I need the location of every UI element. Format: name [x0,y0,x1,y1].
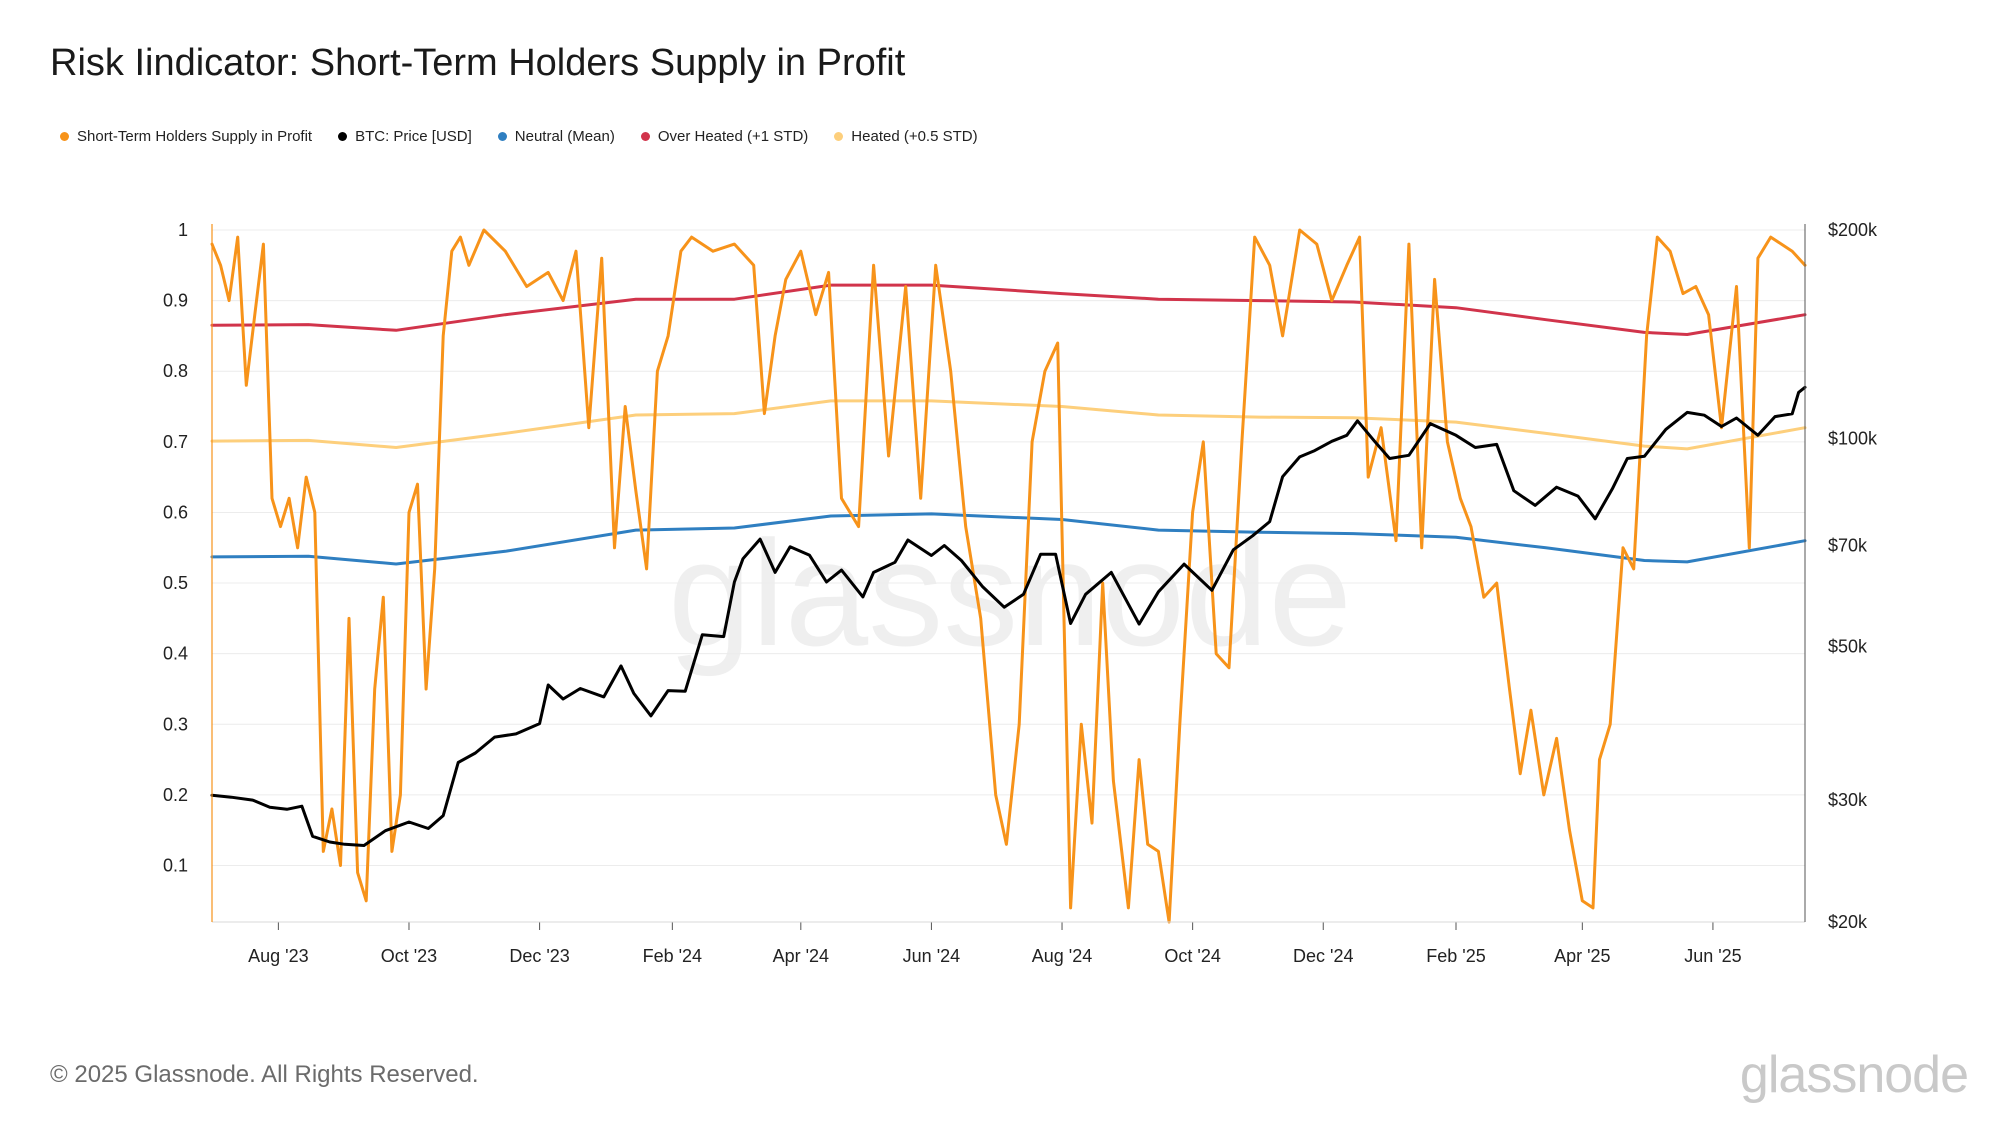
x-tick-label: Oct '23 [381,946,437,966]
x-tick-label: Aug '23 [248,946,309,966]
chart-title: Risk Iindicator: Short-Term Holders Supp… [50,42,906,84]
y-left-tick-label: 0.2 [163,785,188,805]
grid-lines [212,229,1805,867]
legend-dot-icon [640,132,650,141]
legend-label: Over Heated (+1 STD) [657,128,809,145]
x-tick-label: Jun '24 [903,946,960,966]
legend-label: Neutral (Mean) [514,128,615,145]
y-right-tick-label: $20k [1828,912,1868,932]
legend-item[interactable]: Neutral (Mean) [497,128,615,145]
watermark: glassnode [668,509,1352,677]
y-right-tick-label: $50k [1828,637,1868,657]
x-tick-label: Feb '24 [643,946,702,966]
legend-item[interactable]: Over Heated (+1 STD) [640,128,809,145]
x-tick-label: Oct '24 [1164,946,1220,966]
y-left-tick-label: 0.4 [163,644,188,664]
x-tick-label: Dec '23 [509,946,569,966]
x-tick-label: Dec '24 [1293,946,1353,966]
legend: Short-Term Holders Supply in Profit BTC: … [60,128,978,145]
y-left-tick-label: 0.7 [163,432,188,452]
x-tick-label: Feb '25 [1426,946,1485,966]
y-left-tick-label: 0.1 [163,856,188,876]
legend-dot-icon [338,132,348,141]
y-left-tick-label: 0.9 [163,291,188,311]
y-left-tick-label: 0.8 [163,361,188,381]
series-group [210,228,1807,924]
x-tick-label: Apr '24 [773,946,829,966]
y-left-tick-label: 0.6 [163,502,188,522]
legend-label: Heated (+0.5 STD) [851,128,978,145]
brand-logo: glassnode [1739,1046,1969,1104]
legend-item[interactable]: Heated (+0.5 STD) [834,128,978,145]
copyright-text: © 2025 Glassnode. All Rights Reserved. [50,1061,479,1088]
x-tick-label: Apr '25 [1554,946,1610,966]
series-line-short-term-holders-supply-in-profit [210,228,1807,924]
legend-dot-icon [497,132,507,141]
y-left-tick-label: 0.3 [163,714,188,734]
x-tick-label: Aug '24 [1032,946,1093,966]
legend-label: Short-Term Holders Supply in Profit [77,128,313,145]
series-line-btc-price-usd [210,385,1807,847]
series-line-over-heated-1-std [210,283,1807,336]
legend-dot-icon [834,132,844,141]
legend-item[interactable]: Short-Term Holders Supply in Profit [60,128,312,145]
y-right-tick-label: $30k [1828,790,1868,810]
y-left-tick-label: 1 [178,220,188,240]
axes-group: 1 0.9 0.8 0.7 0.6 0.5 0.4 0.3 0.2 0.1 $200k $100k $7… [163,220,1878,966]
y-right-tick-label: $70k [1828,536,1868,556]
series-line-heated-0-5-std [210,399,1807,451]
y-left-tick-label: 0.5 [163,573,188,593]
legend-label: BTC: Price [USD] [355,128,472,145]
legend-dot-icon [60,132,69,141]
legend-item[interactable]: BTC: Price [USD] [338,128,472,145]
y-right-tick-label: $200k [1828,220,1878,240]
y-right-tick-label: $100k [1828,428,1878,448]
x-tick-label: Jun '25 [1684,946,1741,966]
